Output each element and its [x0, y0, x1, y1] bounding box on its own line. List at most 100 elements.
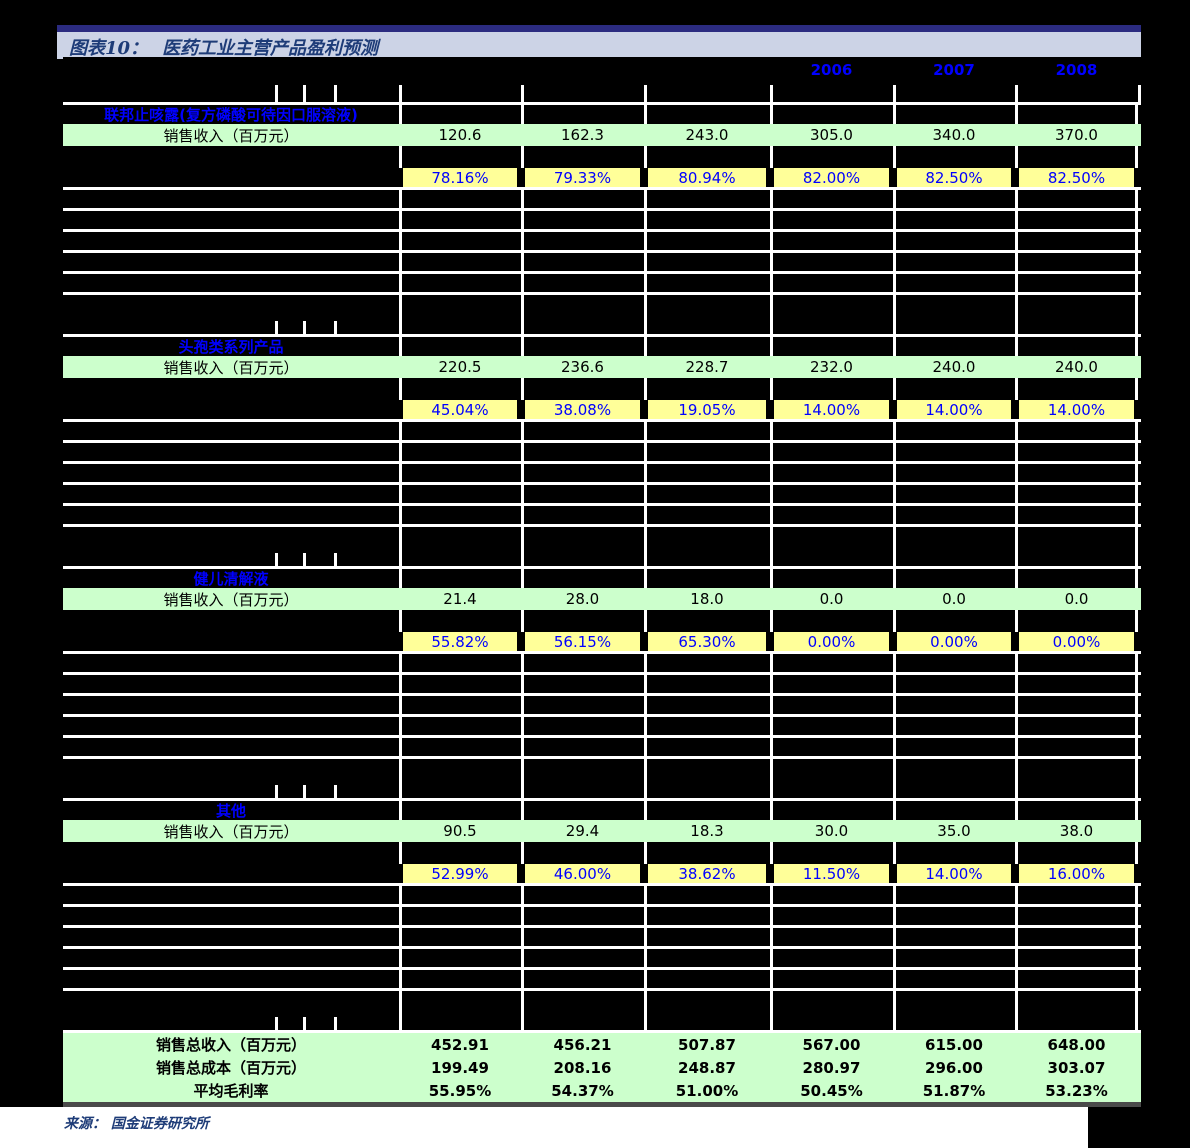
margin-cell-1: 52.99% [399, 864, 521, 883]
redacted-cell-0 [63, 274, 399, 292]
redaction-mark [334, 1017, 337, 1030]
revenue-value: 28.0 [565, 590, 600, 608]
margin-cell-6: 0.00% [1015, 632, 1138, 651]
margin-value: 65.30% [648, 632, 766, 651]
redacted-cell-1 [399, 907, 521, 925]
summary-value: 54.37% [551, 1081, 614, 1100]
revenue-value: 228.7 [685, 358, 729, 376]
redacted-cell-5 [893, 506, 1015, 524]
revenue-row-label: 销售收入（百万元） [163, 590, 299, 609]
margin-cell-4: 0.00% [770, 632, 893, 651]
redacted-cell-3 [644, 991, 770, 1030]
redacted-cell-6 [1015, 422, 1138, 440]
redacted-cell-4 [770, 949, 893, 967]
source-note: 来源： 国金证券研究所 [64, 1116, 209, 1132]
redacted-cell-0 [63, 907, 399, 925]
redacted-cell-3 [644, 253, 770, 271]
redacted-cell-5 [893, 378, 1015, 400]
redacted-cell-6 [1015, 991, 1138, 1030]
redacted-cell-0 [63, 378, 399, 400]
redacted-cell-4 [770, 82, 893, 102]
redacted-cell-5 [893, 82, 1015, 102]
section-cell-1 [399, 569, 521, 588]
redaction-mark [303, 85, 306, 102]
redacted-cell-3 [644, 696, 770, 714]
redacted-cell-4 [770, 146, 893, 168]
redacted-cell-2 [521, 675, 644, 693]
margin-value: 0.00% [774, 632, 889, 651]
redaction-mark [275, 321, 278, 334]
section-header-row: 头孢类系列产品 [63, 337, 1141, 356]
revenue-value: 236.6 [561, 358, 604, 376]
redacted-cell-0 [63, 190, 399, 208]
redacted-row [63, 696, 1141, 717]
margin-cell-4: 11.50% [770, 864, 893, 883]
redacted-cell-2 [521, 253, 644, 271]
redacted-cell-4 [770, 696, 893, 714]
redacted-cell-6 [1015, 610, 1138, 632]
redacted-cell-1 [399, 146, 521, 168]
redacted-cell-6 [1015, 907, 1138, 925]
margin-value: 80.94% [648, 168, 766, 187]
redaction-mark [275, 1017, 278, 1030]
summary-value: 303.07 [1047, 1058, 1106, 1077]
revenue-value: 29.4 [565, 822, 600, 840]
redacted-cell-1 [399, 654, 521, 672]
redacted-cell-1 [399, 82, 521, 102]
redacted-cell-1 [399, 842, 521, 864]
redacted-cell-5 [893, 485, 1015, 503]
redacted-row [63, 485, 1141, 506]
margin-value: 19.05% [648, 400, 766, 419]
redacted-cell-4 [770, 485, 893, 503]
revenue-value: 21.4 [443, 590, 477, 608]
redacted-cell-1 [399, 464, 521, 482]
redacted-cell-1 [399, 295, 521, 334]
redacted-row [63, 146, 1141, 168]
redacted-cell-0 [63, 610, 399, 632]
margin-cell-5: 14.00% [893, 400, 1015, 419]
redacted-cell-4 [770, 842, 893, 864]
revenue-row: 销售收入（百万元） 120.6 162.3 243.0 305.0 340.0 370.0 [63, 124, 1141, 146]
margin-value: 82.00% [774, 168, 889, 187]
revenue-row: 销售收入（百万元） 90.5 29.4 18.3 30.0 35.0 38.0 [63, 820, 1141, 842]
redacted-cell-2 [521, 485, 644, 503]
section-cell-4 [770, 337, 893, 356]
margin-value: 56.15% [525, 632, 640, 651]
redaction-mark [334, 785, 337, 798]
redacted-row [63, 842, 1141, 864]
section-cell-1 [399, 337, 521, 356]
section-cell-6 [1015, 105, 1138, 124]
redacted-row [63, 949, 1141, 970]
redacted-cell-0 [63, 527, 399, 566]
redacted-cell-3 [644, 970, 770, 988]
revenue-value: 0.0 [942, 590, 966, 608]
redacted-cell-2 [521, 717, 644, 735]
summary-value: 50.45% [800, 1081, 863, 1100]
redacted-cell-2 [521, 464, 644, 482]
redaction-mark [303, 553, 306, 566]
redacted-cell-5 [893, 675, 1015, 693]
redacted-cell-5 [893, 717, 1015, 735]
redacted-cell-2 [521, 232, 644, 250]
year-cell-0 [63, 57, 399, 82]
year-label: 2006 [810, 60, 853, 79]
redacted-cell-4 [770, 274, 893, 292]
redacted-cell-4 [770, 378, 893, 400]
redacted-cell-0 [63, 211, 399, 229]
section-cell-2 [521, 569, 644, 588]
redacted-cell-2 [521, 211, 644, 229]
section-cell-3 [644, 801, 770, 820]
redacted-cell-3 [644, 464, 770, 482]
redacted-cell-6 [1015, 485, 1138, 503]
redacted-cell-4 [770, 464, 893, 482]
figure-title-bar: 图表10： 医药工业主营产品盈利预测 [57, 25, 1141, 59]
year-label: 2008 [1055, 60, 1098, 79]
summary-value: 51.00% [675, 1081, 739, 1100]
section-cell-5 [893, 105, 1015, 124]
redacted-cell-2 [521, 759, 644, 798]
redacted-cell-4 [770, 610, 893, 632]
redacted-cell-4 [770, 717, 893, 735]
redacted-cell-0 [63, 232, 399, 250]
redacted-cell-5 [893, 190, 1015, 208]
section-cell-0: 头孢类系列产品 [63, 337, 399, 356]
